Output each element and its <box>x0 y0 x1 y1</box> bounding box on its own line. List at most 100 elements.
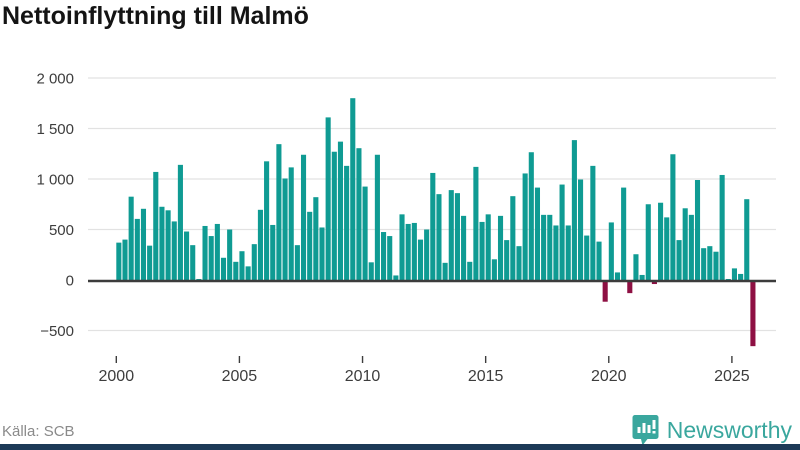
bar-2000-q4 <box>134 218 140 280</box>
bar-2022-q1 <box>658 202 664 280</box>
bar-2016-q3 <box>522 173 528 280</box>
bar-2004-q1 <box>214 223 220 280</box>
bar-2001-q4 <box>159 206 165 280</box>
bar-2004-q4 <box>233 261 239 280</box>
bar-2001-q3 <box>153 171 159 280</box>
bar-2004-q3 <box>227 229 233 280</box>
newsworthy-logo-text: Newsworthy <box>666 416 792 443</box>
source-note: Källa: SCB <box>2 423 75 440</box>
bar-2012-q2 <box>417 239 424 280</box>
bar-2013-q4 <box>454 193 460 280</box>
bar-2023-q2 <box>688 214 694 280</box>
newsworthy-logo: Newsworthy <box>632 412 792 448</box>
y-axis-label-2000: 2 000 <box>36 71 74 88</box>
y-axis-label-500: 500 <box>49 222 74 239</box>
bar-2011-q3 <box>399 214 405 280</box>
bar-2005-q1 <box>239 251 245 280</box>
bar-2024-q2 <box>713 251 719 280</box>
bar-2020-q4 <box>627 280 633 294</box>
bar-2006-q4 <box>282 178 288 280</box>
bar-2005-q3 <box>251 244 257 280</box>
bar-2024-q4 <box>725 278 731 280</box>
bar-2009-q1 <box>337 141 344 280</box>
bar-2021-q1 <box>633 254 639 280</box>
bar-2015-q3 <box>497 215 504 280</box>
bar-2013-q1 <box>436 194 442 280</box>
bar-2021-q3 <box>645 204 651 280</box>
bar-2003-q1 <box>190 245 196 280</box>
y-axis-label-0: 0 <box>66 273 74 290</box>
bar-2023-q4 <box>701 248 707 280</box>
bar-2022-q3 <box>670 154 676 280</box>
bar-2012-q3 <box>424 229 430 280</box>
bar-2011-q4 <box>405 223 411 280</box>
bar-2020-q2 <box>614 272 621 280</box>
bar-2009-q3 <box>350 98 356 280</box>
y-axis-label--500: −500 <box>40 323 74 340</box>
bar-2017-q3 <box>547 214 553 280</box>
bar-2017-q2 <box>541 214 547 280</box>
bar-2008-q1 <box>313 197 319 280</box>
bar-2006-q2 <box>270 224 276 280</box>
bar-2014-q1 <box>461 215 467 280</box>
bar-2008-q3 <box>325 117 331 280</box>
bar-2003-q4 <box>208 236 214 280</box>
bar-2025-q3 <box>744 199 750 280</box>
bar-2023-q3 <box>694 180 701 280</box>
bar-2004-q2 <box>220 257 227 280</box>
bar-2025-q2 <box>738 273 744 280</box>
bar-2010-q1 <box>362 186 368 280</box>
bar-2020-q1 <box>608 222 614 280</box>
newsworthy-logo-icon <box>632 415 659 446</box>
bar-2002-q2 <box>171 221 177 280</box>
bar-2001-q1 <box>140 208 147 280</box>
bar-2001-q2 <box>147 245 153 280</box>
bar-2016-q1 <box>510 196 516 280</box>
bar-2007-q4 <box>307 211 313 280</box>
bar-2025-q1 <box>731 268 737 280</box>
bar-2011-q1 <box>387 236 393 280</box>
bar-2014-q4 <box>479 221 485 280</box>
bar-2005-q4 <box>257 209 263 280</box>
bar-2012-q4 <box>430 172 436 280</box>
bar-2006-q3 <box>276 144 282 280</box>
bar-2023-q1 <box>682 208 688 280</box>
bar-2007-q3 <box>300 154 307 280</box>
bar-2008-q2 <box>319 227 325 280</box>
bar-2020-q3 <box>621 187 627 280</box>
bar-2003-q2 <box>196 278 202 280</box>
bar-2010-q4 <box>381 232 387 280</box>
bar-2021-q2 <box>639 274 645 280</box>
bar-2002-q3 <box>177 164 183 280</box>
bar-2019-q2 <box>590 165 596 280</box>
bar-2022-q4 <box>676 240 682 280</box>
x-axis-label-2020: 2020 <box>591 368 627 385</box>
bar-2010-q3 <box>374 154 380 280</box>
bar-2018-q4 <box>578 179 584 280</box>
bar-2024-q3 <box>719 174 725 280</box>
bar-2017-q4 <box>553 225 559 280</box>
y-axis-label-1000: 1 000 <box>36 172 74 189</box>
bar-2019-q1 <box>584 235 590 280</box>
bar-2022-q2 <box>664 217 670 280</box>
x-axis-label-2010: 2010 <box>345 368 381 385</box>
bar-2006-q1 <box>264 161 270 280</box>
bar-2024-q1 <box>707 246 713 280</box>
x-axis-label-2025: 2025 <box>714 368 750 385</box>
bar-2015-q4 <box>504 240 510 280</box>
x-axis-label-2005: 2005 <box>222 368 258 385</box>
bar-2007-q1 <box>288 167 294 280</box>
bar-2000-q3 <box>128 196 134 280</box>
bar-2025-q4 <box>750 280 756 347</box>
bar-2014-q3 <box>473 166 479 280</box>
bar-2002-q1 <box>165 210 171 280</box>
y-axis-label-1500: 1 500 <box>36 121 74 138</box>
bar-2011-q2 <box>393 275 399 280</box>
bar-2003-q3 <box>202 225 208 280</box>
bar-2013-q3 <box>448 190 454 280</box>
bar-2007-q2 <box>294 245 300 280</box>
bar-2019-q4 <box>602 280 608 302</box>
chart-title: Nettoinflyttning till Malmö <box>2 2 309 30</box>
bar-chart: 2 000 1 500 1 000 500 0 −500 2000 2005 2010 2015 2… <box>36 71 776 385</box>
bar-2018-q3 <box>571 140 577 280</box>
